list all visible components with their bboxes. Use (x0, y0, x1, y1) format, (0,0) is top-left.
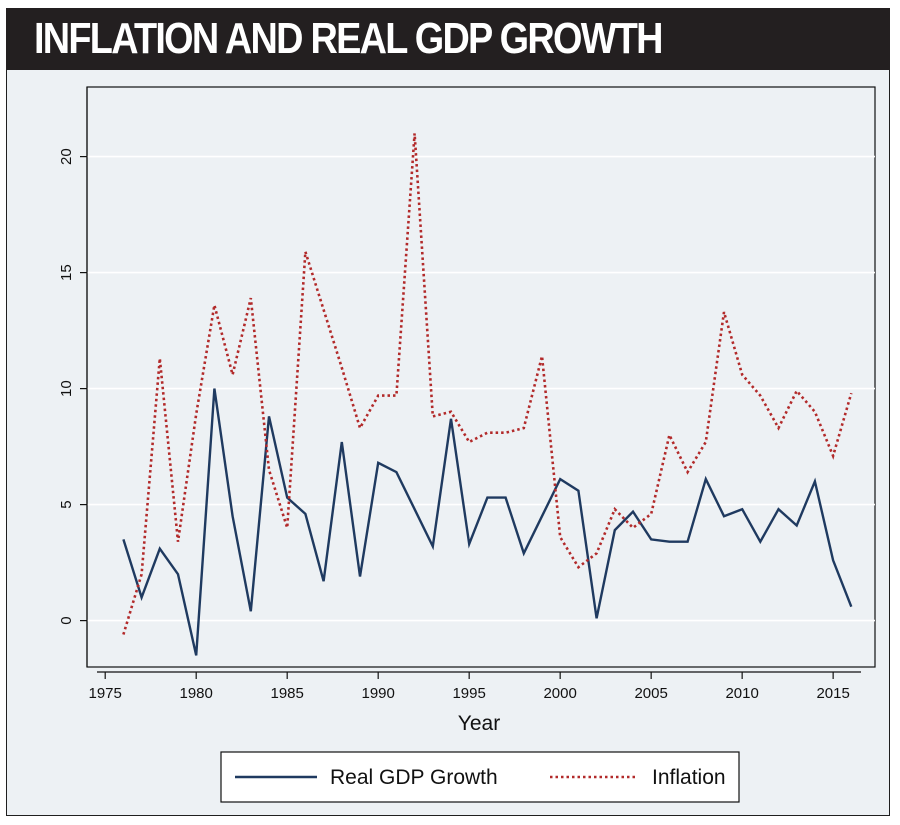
x-tick-label: 1985 (270, 685, 303, 702)
x-tick-label: 2000 (543, 685, 576, 702)
y-tick-label: 15 (58, 264, 75, 281)
x-tick-label: 1990 (361, 685, 394, 702)
x-axis-title: Year (458, 712, 500, 735)
x-tick-label: 2005 (634, 685, 667, 702)
legend-label-inflation: Inflation (652, 766, 726, 789)
x-tick-label: 1975 (89, 685, 122, 702)
x-tick-label: 1995 (452, 685, 485, 702)
x-tick-label: 2010 (725, 685, 758, 702)
series-line-inflation (122, 133, 853, 635)
y-tick-label: 20 (58, 148, 75, 165)
gridlines (87, 155, 875, 622)
legend-label-gdp: Real GDP Growth (330, 766, 498, 789)
series-group (122, 133, 853, 656)
title-bar: INFLATION AND REAL GDP GROWTH (6, 8, 890, 70)
y-tick-label: 0 (58, 616, 75, 624)
plot-area (86, 86, 876, 668)
x-tick-label: 1980 (180, 685, 213, 702)
y-tick-label: 5 (58, 500, 75, 508)
y-tick-label: 10 (58, 380, 75, 397)
x-axis: 1975 1980 1985 1990 1995 2000 2005 2010 2015 (89, 672, 850, 702)
x-tick-label: 2015 (816, 685, 849, 702)
y-axis: 0 5 10 15 20 (58, 148, 87, 625)
chart-title: INFLATION AND REAL GDP GROWTH (34, 14, 663, 63)
series-line-gdp (122, 388, 853, 656)
